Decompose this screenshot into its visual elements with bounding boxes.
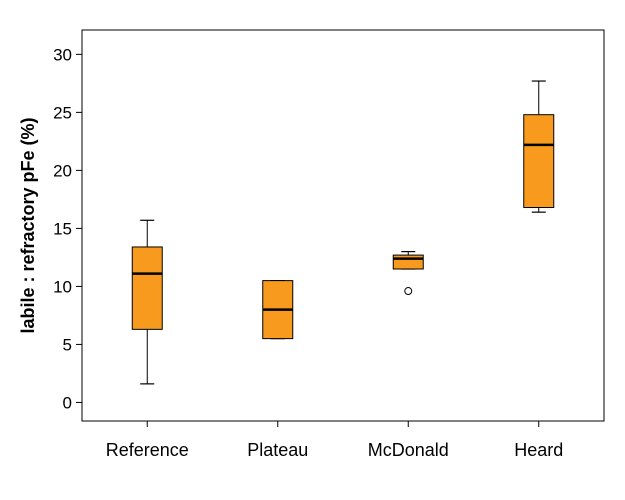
y-tick-label: 25 [53, 103, 72, 122]
box-reference [131, 246, 163, 330]
y-tick-label: 10 [53, 277, 72, 296]
x-tick-label: Heard [514, 440, 563, 460]
y-tick-label: 30 [53, 45, 72, 64]
x-tick-label: Reference [106, 440, 189, 460]
y-tick-label: 15 [53, 219, 72, 238]
y-axis-label: labile : refractory pFe (%) [18, 117, 38, 333]
box-mcdonald [392, 254, 424, 270]
plot-frame [81, 29, 605, 422]
x-tick-label: McDonald [368, 440, 449, 460]
outlier-point [404, 287, 413, 296]
y-tick-label: 20 [53, 161, 72, 180]
y-tick-label: 0 [63, 393, 72, 412]
x-tick-label: Plateau [247, 440, 308, 460]
y-tick-label: 5 [63, 335, 72, 354]
box-heard [523, 114, 555, 209]
